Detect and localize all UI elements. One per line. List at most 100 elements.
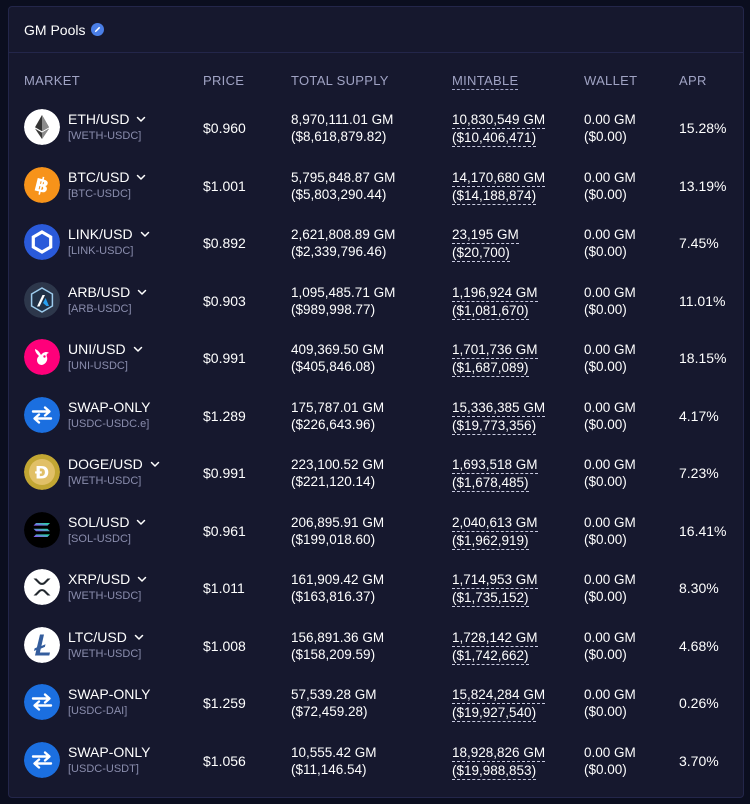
market-name[interactable]: XRP/USD — [68, 571, 148, 587]
table-header: MARKET PRICE TOTAL SUPPLY MINTABLE WALLE… — [9, 73, 743, 91]
total-supply-usd: ($163,816.37) — [291, 589, 376, 604]
chevron-down-icon[interactable] — [139, 227, 151, 239]
mintable-gm[interactable]: 15,824,284 GM — [452, 687, 546, 704]
mintable-usd[interactable]: ($19,773,356) — [452, 417, 537, 435]
table-row[interactable]: SWAP-ONLY [USDC-USDT] $1.056 10,555.42 GM ($… — [9, 732, 743, 789]
table-row[interactable]: ARB/USD [ARB-USDC] $0.903 1,095,485.71 GM ($… — [9, 272, 743, 329]
chevron-down-icon[interactable] — [133, 630, 145, 642]
eth-icon — [24, 109, 60, 145]
table-row[interactable]: ETH/USD [WETH-USDC] $0.960 8,970,111.01 GM (… — [9, 99, 743, 156]
mintable-cell[interactable]: 10,830,549 GM ($10,406,471) — [452, 111, 546, 147]
mintable-cell[interactable]: 23,195 GM ($20,700) — [452, 226, 519, 262]
xrp-icon — [24, 569, 60, 605]
mintable-cell[interactable]: 1,693,518 GM ($1,678,485) — [452, 456, 538, 492]
total-supply-usd: ($8,618,879.82) — [291, 129, 387, 144]
mintable-gm[interactable]: 18,928,826 GM — [452, 744, 546, 762]
table-row[interactable]: SOL/USD [SOL-USDC] $0.961 206,895.91 GM ($19… — [9, 502, 743, 559]
market-name[interactable]: UNI/USD — [68, 341, 144, 357]
mintable-usd[interactable]: ($10,406,471) — [452, 130, 537, 147]
mintable-gm[interactable]: 14,170,680 GM — [452, 169, 546, 187]
mintable-usd[interactable]: ($1,687,089) — [452, 360, 529, 377]
column-header-mintable[interactable]: MINTABLE — [452, 73, 519, 90]
price-value: $1.056 — [203, 752, 246, 769]
wallet-cell: 0.00 GM ($0.00) — [584, 629, 636, 663]
market-pair: [ARB-USDC] — [68, 302, 132, 315]
mintable-cell[interactable]: 2,040,613 GM ($1,962,919) — [452, 514, 538, 550]
price-value: $1.001 — [203, 177, 246, 194]
mintable-cell[interactable]: 1,714,953 GM ($1,735,152) — [452, 571, 538, 607]
mintable-gm[interactable]: 10,830,549 GM — [452, 112, 546, 129]
chevron-down-icon[interactable] — [135, 170, 147, 182]
market-name[interactable]: SWAP-ONLY — [68, 399, 150, 415]
chevron-down-icon[interactable] — [135, 515, 147, 527]
market-name[interactable]: SWAP-ONLY — [68, 686, 150, 702]
svg-text:Ð: Ð — [35, 464, 49, 484]
market-name[interactable]: DOGE/USD — [68, 456, 161, 472]
price-value: $1.011 — [203, 580, 245, 596]
market-pair: [WETH-USDC] — [68, 130, 142, 142]
table-row[interactable]: LTC/USD [WETH-USDC] $1.008 156,891.36 GM ($1… — [9, 617, 743, 674]
table-row[interactable]: XRP/USD [WETH-USDC] $1.011 161,909.42 GM ($1… — [9, 559, 743, 616]
table-row[interactable]: SWAP-ONLY [USDC-USDC.e] $1.289 175,787.01 G… — [9, 387, 743, 444]
total-supply-usd: ($199,018.60) — [291, 531, 376, 547]
mintable-usd[interactable]: ($1,678,485) — [452, 475, 529, 492]
mintable-usd[interactable]: ($20,700) — [452, 245, 510, 262]
mintable-gm[interactable]: 1,693,518 GM — [452, 457, 538, 474]
wallet-gm: 0.00 GM — [584, 112, 636, 127]
apr-value: 11.01% — [679, 292, 726, 309]
total-supply-gm: 175,787.01 GM — [291, 399, 385, 415]
mintable-cell[interactable]: 18,928,826 GM ($19,988,853) — [452, 744, 546, 780]
mintable-usd[interactable]: ($19,988,853) — [452, 762, 537, 780]
market-name[interactable]: SOL/USD — [68, 514, 147, 530]
arb-icon — [24, 281, 60, 318]
mintable-gm[interactable]: 1,196,924 GM — [452, 284, 538, 302]
wallet-gm: 0.00 GM — [584, 572, 636, 587]
table-row[interactable]: SWAP-ONLY [USDC-DAI] $1.259 57,539.28 GM ($7… — [9, 674, 743, 731]
chevron-down-icon[interactable] — [149, 457, 161, 469]
apr-value: 7.45% — [679, 235, 719, 251]
mintable-gm[interactable]: 1,728,142 GM — [452, 629, 538, 647]
price-value: $0.960 — [203, 120, 246, 136]
mintable-gm[interactable]: 1,701,736 GM — [452, 342, 538, 359]
wallet-cell: 0.00 GM ($0.00) — [584, 514, 636, 548]
mintable-usd[interactable]: ($1,735,152) — [452, 590, 529, 607]
pencil-badge-icon[interactable] — [91, 23, 105, 36]
chevron-down-icon[interactable] — [132, 342, 144, 354]
chevron-down-icon[interactable] — [136, 572, 148, 584]
market-name[interactable]: ARB/USD — [68, 284, 148, 300]
market-name[interactable]: LINK/USD — [68, 226, 151, 242]
total-supply-gm: 161,909.42 GM — [291, 572, 385, 587]
mintable-cell[interactable]: 15,336,385 GM ($19,773,356) — [452, 399, 546, 435]
market-name[interactable]: SWAP-ONLY — [68, 744, 150, 760]
mintable-usd[interactable]: ($1,742,662) — [452, 647, 529, 665]
table-row[interactable]: Ð DOGE/USD [WETH-USDC] $0.991 223,100.52 GM (… — [9, 444, 743, 501]
mintable-cell[interactable]: 1,701,736 GM ($1,687,089) — [452, 341, 538, 377]
mintable-cell[interactable]: 15,824,284 GM ($19,927,540) — [452, 686, 546, 722]
mintable-usd[interactable]: ($1,081,670) — [452, 302, 529, 320]
mintable-gm[interactable]: 1,714,953 GM — [452, 572, 538, 589]
mintable-usd[interactable]: ($1,962,919) — [452, 532, 529, 550]
mintable-usd[interactable]: ($14,188,874) — [452, 187, 537, 205]
table-row[interactable]: LINK/USD [LINK-USDC] $0.892 2,621,808.89 GM… — [9, 214, 743, 271]
wallet-gm: 0.00 GM — [584, 342, 636, 357]
table-row[interactable]: UNI/USD [UNI-USDC] $0.991 409,369.50 GM ($40… — [9, 329, 743, 386]
total-supply-gm: 10,555.42 GM — [291, 744, 377, 760]
mintable-gm[interactable]: 15,336,385 GM — [452, 399, 546, 417]
chevron-down-icon[interactable] — [135, 112, 147, 124]
market-name[interactable]: LTC/USD — [68, 629, 145, 645]
total-supply-cell: 223,100.52 GM ($221,120.14) — [291, 456, 384, 490]
mintable-gm[interactable]: 2,040,613 GM — [452, 514, 538, 532]
market-name[interactable]: BTC/USD — [68, 169, 147, 185]
mintable-cell[interactable]: 14,170,680 GM ($14,188,874) — [452, 169, 546, 205]
wallet-cell: 0.00 GM ($0.00) — [584, 341, 636, 375]
mintable-usd[interactable]: ($19,927,540) — [452, 705, 537, 722]
market-name[interactable]: ETH/USD — [68, 111, 147, 127]
wallet-usd: ($0.00) — [584, 531, 627, 547]
chevron-down-icon[interactable] — [136, 285, 148, 297]
mintable-gm[interactable]: 23,195 GM — [452, 227, 519, 244]
apr-value: 4.17% — [679, 407, 719, 424]
btc-icon: ฿ — [24, 166, 60, 203]
mintable-cell[interactable]: 1,196,924 GM ($1,081,670) — [452, 284, 538, 320]
mintable-cell[interactable]: 1,728,142 GM ($1,742,662) — [452, 629, 538, 665]
table-row[interactable]: ฿ BTC/USD [BTC-USDC] $1.001 5,795,848.87 GM(… — [9, 157, 743, 214]
